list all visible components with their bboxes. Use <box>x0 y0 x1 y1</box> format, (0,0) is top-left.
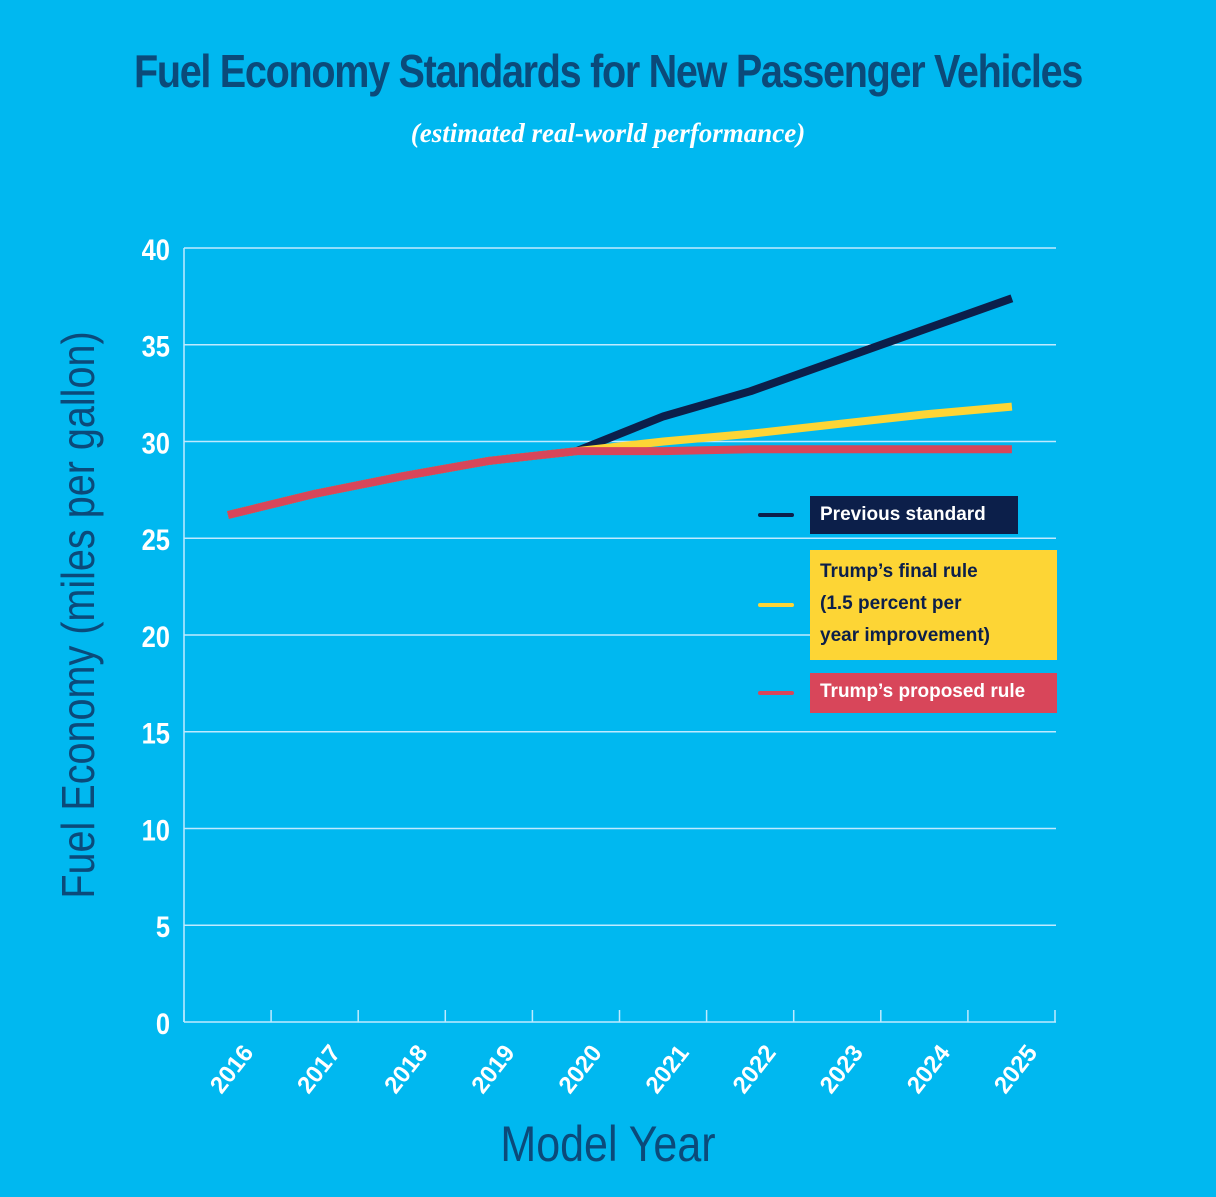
y-tick-label: 25 <box>142 523 170 556</box>
series-line-proposed <box>227 445 1012 519</box>
x-tick-label: 2019 <box>466 1040 520 1099</box>
legend-label-line: Trump’s proposed rule <box>820 681 1026 702</box>
y-tick-label: 10 <box>142 814 170 847</box>
legend-label-line: (1.5 percent per <box>820 593 962 614</box>
x-tick-label: 2025 <box>989 1040 1043 1099</box>
legend-swatch-proposed <box>758 691 794 695</box>
x-tick-label: 2022 <box>728 1040 782 1099</box>
legend-swatch-final <box>758 603 794 607</box>
y-tick-label: 35 <box>142 330 170 363</box>
chart-title: Fuel Economy Standards for New Passenger… <box>133 45 1083 97</box>
x-tick-label: 2020 <box>553 1040 607 1099</box>
legend-label-line: Previous standard <box>820 504 986 525</box>
series-line-previous <box>227 294 1014 519</box>
legend-label-line: year improvement) <box>820 625 991 646</box>
x-tick-label: 2016 <box>205 1040 259 1099</box>
legend-item-proposed: Trump’s proposed rule <box>810 673 1057 713</box>
legend-item-final: Trump’s final rule (1.5 percent per year i… <box>810 550 1057 660</box>
chart-subtitle: (estimated real-world performance) <box>410 118 806 148</box>
x-tick-label: 2017 <box>292 1040 346 1099</box>
y-tick-label: 30 <box>142 427 170 460</box>
y-tick-label: 0 <box>156 1007 170 1040</box>
y-tick-label: 20 <box>142 620 170 653</box>
y-tick-label: 5 <box>156 910 170 943</box>
y-tick-label: 40 <box>142 233 170 266</box>
x-tick-label: 2024 <box>902 1040 957 1099</box>
legend-swatch-previous <box>758 513 794 517</box>
y-tick-label: 15 <box>142 717 170 750</box>
legend-label-line: Trump’s final rule <box>820 561 978 582</box>
x-axis-label: Model Year <box>500 1116 716 1172</box>
x-tick-label: 2021 <box>641 1040 695 1099</box>
x-tick-label: 2018 <box>379 1040 433 1099</box>
legend-item-previous: Previous standard <box>810 496 1018 534</box>
x-tick-label: 2023 <box>815 1040 869 1099</box>
